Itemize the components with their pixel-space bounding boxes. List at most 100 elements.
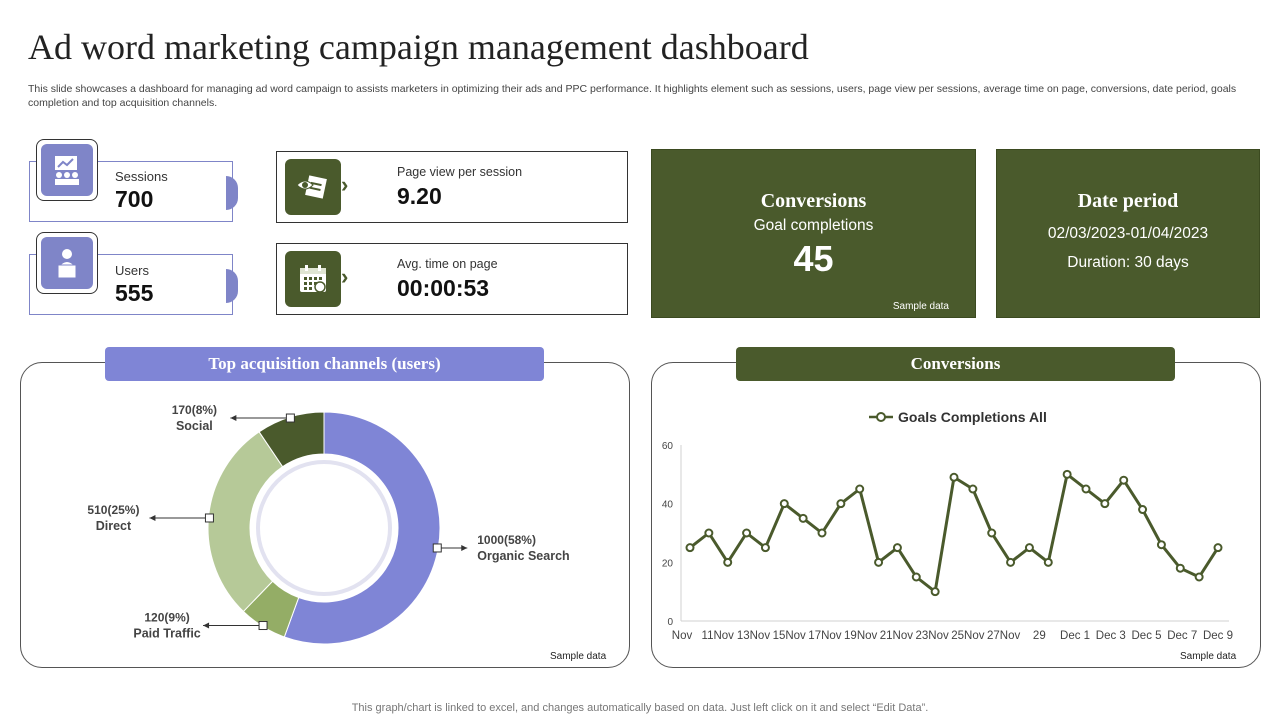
leader-arrow [461,544,468,551]
acquisition-header: Top acquisition channels (users) [105,347,544,381]
x-tick-label: Dec 1 [1060,630,1090,642]
x-tick-label: Dec 3 [1096,630,1126,642]
date-period-panel: Date period 02/03/2023-01/04/2023 Durati… [996,149,1260,318]
conversions-chart-panel [651,362,1261,668]
avg-time-label: Avg. time on page [397,257,498,271]
data-point [836,499,846,509]
x-tick-label: 23Nov [916,630,949,642]
x-tick-label: 11Nov [702,630,735,642]
page-view-card: › Page view per session 9.20 [276,151,628,223]
calendar-icon [300,265,326,293]
data-point [911,572,921,582]
data-point [1213,543,1223,553]
data-point [892,543,902,553]
data-point [987,528,997,538]
data-point [930,587,940,597]
leader-marker [258,621,268,631]
pie-slice-direct [207,431,284,613]
users-icon-box [36,232,98,294]
page-view-label: Page view per session [397,165,523,179]
data-point [1081,484,1091,494]
x-tick-label: 25Nov [951,630,984,642]
x-tick-label: Dec 5 [1132,630,1162,642]
data-point [1175,563,1185,573]
x-tick-label: 21Nov [880,630,913,642]
page-view-value: 9.20 [397,183,442,209]
sample-data-note: Sample data [892,301,949,312]
y-tick-label: 20 [662,558,674,569]
date-duration: Duration: 30 days [1067,254,1189,271]
leader-marker [204,513,214,523]
x-tick-label: 15Nov [773,630,806,642]
data-point [949,472,959,482]
slice-name-label: Social [176,419,213,433]
leader-arrow [203,622,210,629]
pie-slice-organic-search [283,411,441,645]
slice-name-label: Organic Search [477,549,569,563]
slice-value-label: 170(8%) [172,403,217,417]
acquisition-donut-chart: 1000(58%) Organic Search 120(9%) Paid Traff… [87,403,570,645]
conversions-panel: Conversions Goal completions 45 Sample d… [651,149,976,318]
avg-time-value: 00:00:53 [397,275,490,301]
y-tick-label: 40 [662,500,674,511]
data-point [742,528,752,538]
date-period-title: Date period [1077,190,1179,212]
data-point [723,557,733,567]
leader-marker [285,413,295,423]
slice-value-label: 510(25%) [87,503,139,517]
chevron-right-icon: › [341,172,349,197]
x-tick-label: Nov [672,630,693,642]
data-point [1100,499,1110,509]
speaker-podium-icon [57,249,77,279]
y-tick-label: 60 [662,441,674,452]
data-point [779,499,789,509]
conversions-panel-subtitle: Goal completions [753,217,874,234]
slice-value-label: 120(9%) [144,611,189,625]
sample-data-note: Sample data [1180,651,1237,662]
data-point [1024,543,1034,553]
data-point [874,557,884,567]
series-line [689,472,1220,594]
x-tick-label: 13Nov [737,630,770,642]
data-point [1043,557,1053,567]
leader-arrow [230,415,237,422]
conversions-panel-title: Conversions [760,190,867,212]
avg-time-card: › Avg. time on page 00:00:53 [276,243,628,315]
sessions-value: 700 [115,186,154,212]
data-point [855,484,865,494]
x-tick-label: 19Nov [844,630,877,642]
slice-value-label: 1000(58%) [477,533,536,547]
date-range: 02/03/2023-01/04/2023 [1047,225,1209,242]
conversions-chart-header: Conversions [736,347,1175,381]
page-description: This slide showcases a dashboard for man… [28,83,1237,109]
sessions-icon-box [36,139,98,201]
x-tick-label: 29 [1033,630,1046,642]
data-point [1194,572,1204,582]
pie-slice-social [258,411,325,468]
x-tick-label: Dec 9 [1203,630,1233,642]
slice-name-label: Direct [96,519,132,533]
x-tick-label: Dec 7 [1167,630,1197,642]
data-point [704,528,714,538]
x-tick-label: 17Nov [808,630,841,642]
page-title: Ad word marketing campaign management da… [28,27,809,67]
data-point [817,528,827,538]
data-point [798,513,808,523]
conversions-panel-value: 45 [793,238,834,279]
legend-marker [876,412,886,422]
sessions-label: Sessions [115,169,168,184]
data-point [1156,540,1166,550]
data-point [685,543,695,553]
conversions-line-chart: Goals Completions All 0 20 40 60 Nov 11Nov 13No… [662,409,1233,642]
data-point [1119,475,1129,485]
donut-inner-ring [256,460,392,596]
eye-document-icon [296,175,327,199]
x-tick-label: 27Nov [987,630,1020,642]
legend-label: Goals Completions All [898,409,1047,425]
data-point [968,484,978,494]
y-tick-label: 0 [667,617,673,628]
users-label: Users [115,263,149,278]
users-value: 555 [115,280,154,306]
footer-note: This graph/chart is linked to excel, and… [351,702,929,714]
slice-name-label: Paid Traffic [133,627,200,641]
